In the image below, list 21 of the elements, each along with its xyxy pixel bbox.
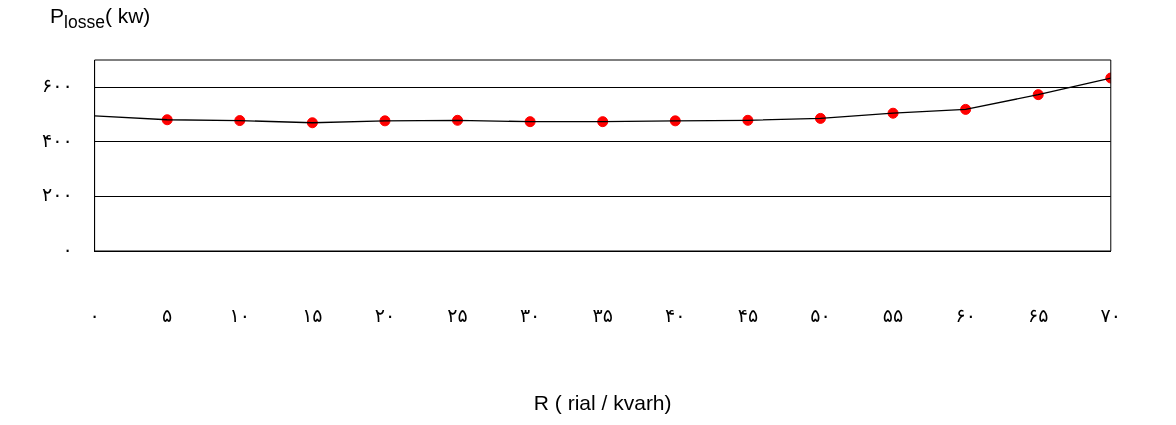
- y-tick-label: ۲۰۰: [41, 183, 73, 206]
- x-tick-label: ۶۰: [955, 304, 976, 327]
- x-tick-label: ۴۰: [665, 304, 686, 327]
- y-tick-label: ۰: [62, 237, 73, 260]
- x-tick-label: ۳۰: [519, 304, 541, 327]
- x-tick-label: ۲۰: [374, 304, 396, 327]
- y-axis-title: P$_{losse}$( kw): [50, 4, 151, 34]
- x-tick-label: ۵: [162, 304, 173, 327]
- x-tick-label: ۵۵: [882, 304, 904, 327]
- x-tick-label: ۱۵: [302, 304, 323, 327]
- x-tick-label: ۵۰: [810, 304, 831, 327]
- y-tick-label: ۴۰۰: [41, 128, 73, 151]
- x-tick-label: ۴۵: [737, 304, 759, 327]
- x-tick-label: ۶۵: [1028, 304, 1049, 327]
- x-tick-label: ۷۰: [1100, 304, 1122, 327]
- x-axis-title: R ( rial / kvarh): [533, 391, 672, 415]
- x-tick-label: ۱۰: [229, 304, 250, 327]
- x-tick-label: ۲۵: [447, 304, 468, 327]
- x-tick-label: ۰: [89, 304, 100, 327]
- y-tick-label: ۶۰۰: [41, 74, 73, 97]
- x-tick-label: ۳۵: [592, 304, 613, 327]
